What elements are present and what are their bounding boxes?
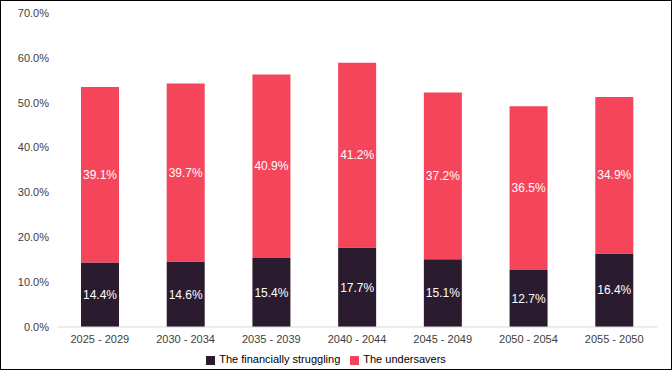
svg-text:36.5%: 36.5% <box>512 181 546 195</box>
svg-text:14.4%: 14.4% <box>83 288 117 302</box>
svg-text:60.0%: 60.0% <box>18 52 49 64</box>
svg-text:2035 - 2039: 2035 - 2039 <box>242 333 301 345</box>
svg-text:39.1%: 39.1% <box>83 168 117 182</box>
svg-text:2055 - 2050: 2055 - 2050 <box>585 333 644 345</box>
svg-text:2025 - 2029: 2025 - 2029 <box>70 333 129 345</box>
svg-text:10.0%: 10.0% <box>18 276 49 288</box>
html-text:The undersavers: The undersavers <box>363 353 446 365</box>
svg-text:30.0%: 30.0% <box>18 186 49 198</box>
html-text:The financially struggling: The financially struggling <box>219 353 341 365</box>
svg-text:34.9%: 34.9% <box>597 168 631 182</box>
svg-text:70.0%: 70.0% <box>18 7 49 19</box>
svg-text:12.7%: 12.7% <box>512 292 546 306</box>
svg-text:15.1%: 15.1% <box>426 286 460 300</box>
svg-text:0.0%: 0.0% <box>24 321 49 333</box>
svg-text:40.9%: 40.9% <box>254 159 288 173</box>
svg-text:2030 - 2034: 2030 - 2034 <box>156 333 215 345</box>
svg-text:15.4%: 15.4% <box>254 286 288 300</box>
svg-text:37.2%: 37.2% <box>426 169 460 183</box>
svg-text:2045 - 2049: 2045 - 2049 <box>413 333 472 345</box>
svg-text:14.6%: 14.6% <box>169 288 203 302</box>
svg-text:41.2%: 41.2% <box>340 148 374 162</box>
svg-text:2040 - 2044: 2040 - 2044 <box>328 333 387 345</box>
svg-text:50.0%: 50.0% <box>18 97 49 109</box>
svg-text:17.7%: 17.7% <box>340 281 374 295</box>
svg-text:20.0%: 20.0% <box>18 231 49 243</box>
svg-text:16.4%: 16.4% <box>597 283 631 297</box>
svg-text:40.0%: 40.0% <box>18 141 49 153</box>
svg-text:2050 - 2054: 2050 - 2054 <box>499 333 558 345</box>
svg-text:39.7%: 39.7% <box>169 166 203 180</box>
